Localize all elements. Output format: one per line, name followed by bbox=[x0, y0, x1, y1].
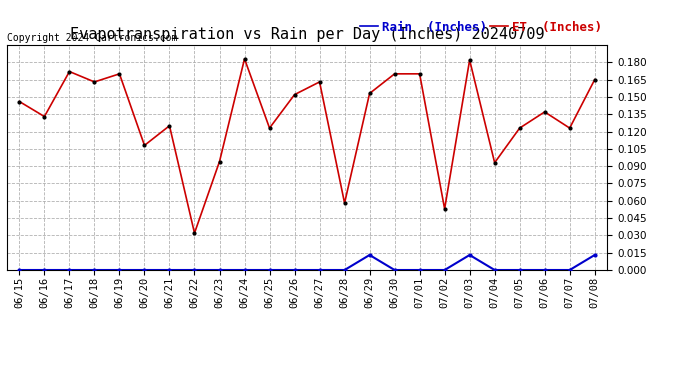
Text: Copyright 2024 Cartronics.com: Copyright 2024 Cartronics.com bbox=[7, 33, 177, 43]
Legend: Rain  (Inches), ET  (Inches): Rain (Inches), ET (Inches) bbox=[355, 16, 607, 39]
Title: Evapotranspiration vs Rain per Day (Inches) 20240709: Evapotranspiration vs Rain per Day (Inch… bbox=[70, 27, 544, 42]
